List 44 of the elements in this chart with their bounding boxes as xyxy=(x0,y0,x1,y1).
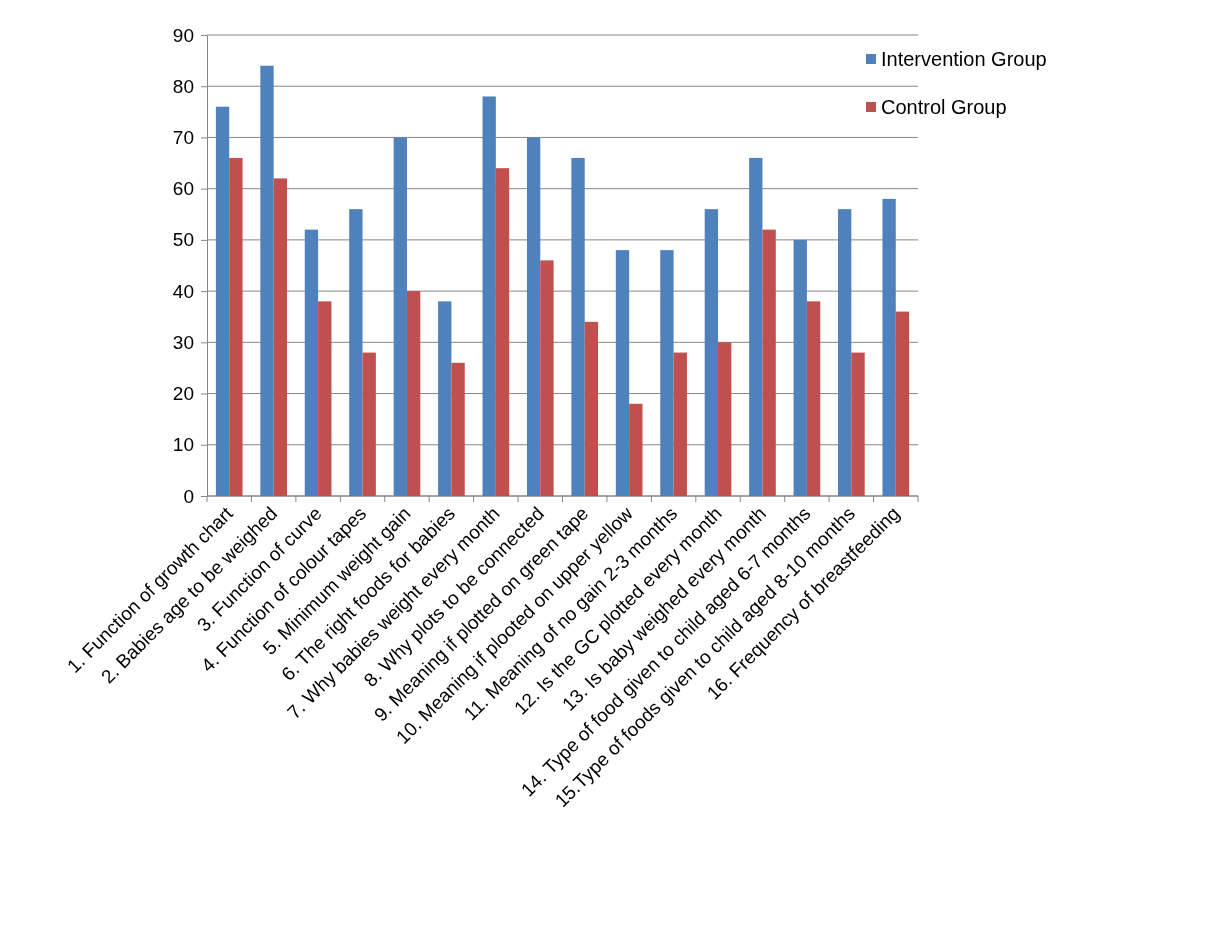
bar xyxy=(660,250,674,496)
y-tick-label: 40 xyxy=(172,280,194,302)
bar xyxy=(806,301,821,496)
bar xyxy=(438,301,452,496)
bar xyxy=(882,198,896,496)
y-tick-label: 20 xyxy=(172,383,194,405)
bar xyxy=(260,65,274,496)
bar xyxy=(482,96,496,496)
bar xyxy=(851,352,865,496)
y-tick-label: 30 xyxy=(172,331,194,353)
bar xyxy=(393,137,407,496)
bar xyxy=(793,239,807,496)
bar xyxy=(762,229,776,496)
bar xyxy=(362,352,376,496)
bar xyxy=(526,137,541,496)
legend-label: Control Group xyxy=(881,96,1007,118)
bar xyxy=(704,209,719,496)
bar xyxy=(229,157,243,496)
bar xyxy=(673,352,687,496)
bar xyxy=(406,291,421,496)
legend-label: Intervention Group xyxy=(881,48,1047,70)
bar xyxy=(451,362,465,496)
bar xyxy=(584,321,599,496)
y-tick-label: 50 xyxy=(172,229,194,251)
bar xyxy=(571,157,585,496)
bar xyxy=(838,209,852,496)
bar xyxy=(349,209,363,496)
y-tick-label: 70 xyxy=(172,127,194,149)
bar xyxy=(615,250,630,496)
bar xyxy=(749,157,763,496)
bar xyxy=(495,168,510,496)
bar xyxy=(629,403,643,496)
bar xyxy=(895,311,910,496)
y-tick-label: 10 xyxy=(172,434,194,456)
bar xyxy=(318,301,332,496)
bar xyxy=(718,342,732,496)
bar xyxy=(540,260,554,496)
y-tick-label: 80 xyxy=(172,75,194,97)
bar xyxy=(273,178,287,496)
bar xyxy=(304,229,319,496)
y-tick-label: 0 xyxy=(183,485,194,507)
y-tick-label: 60 xyxy=(172,178,194,200)
y-tick-label: 90 xyxy=(172,24,194,46)
bar xyxy=(215,106,230,496)
